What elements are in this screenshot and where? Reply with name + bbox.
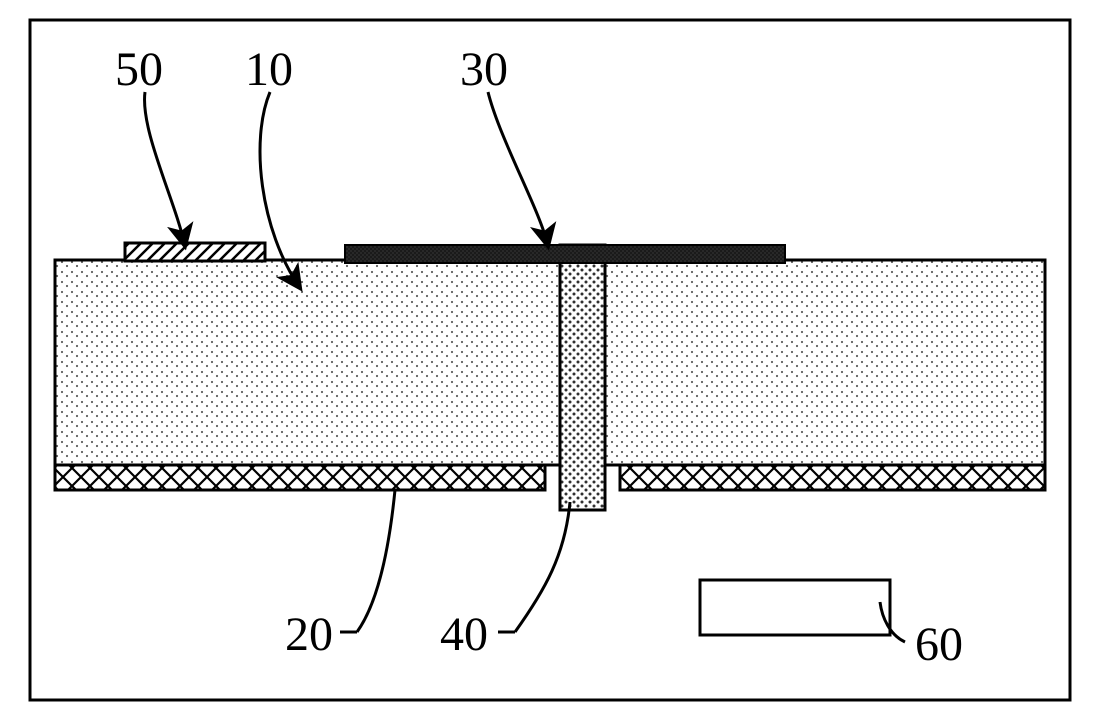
bottom-layer-right xyxy=(620,465,1045,490)
label-20: 20 xyxy=(285,608,333,661)
via-plug xyxy=(560,245,605,510)
top-pad-hatched xyxy=(125,243,265,261)
label-30: 30 xyxy=(460,43,508,96)
leader-30 xyxy=(488,92,548,246)
leader-50 xyxy=(145,92,185,246)
substrate-layer xyxy=(55,260,1045,465)
bottom-layer-left xyxy=(55,465,545,490)
external-block xyxy=(700,580,890,635)
label-40: 40 xyxy=(440,608,488,661)
label-60: 60 xyxy=(915,618,963,671)
leader-40 xyxy=(515,502,570,632)
top-pad-dark xyxy=(345,245,785,263)
diagram-svg: 50 10 30 20 40 60 xyxy=(0,0,1097,718)
label-50: 50 xyxy=(115,43,163,96)
leader-20 xyxy=(357,490,395,632)
label-10: 10 xyxy=(245,43,293,96)
